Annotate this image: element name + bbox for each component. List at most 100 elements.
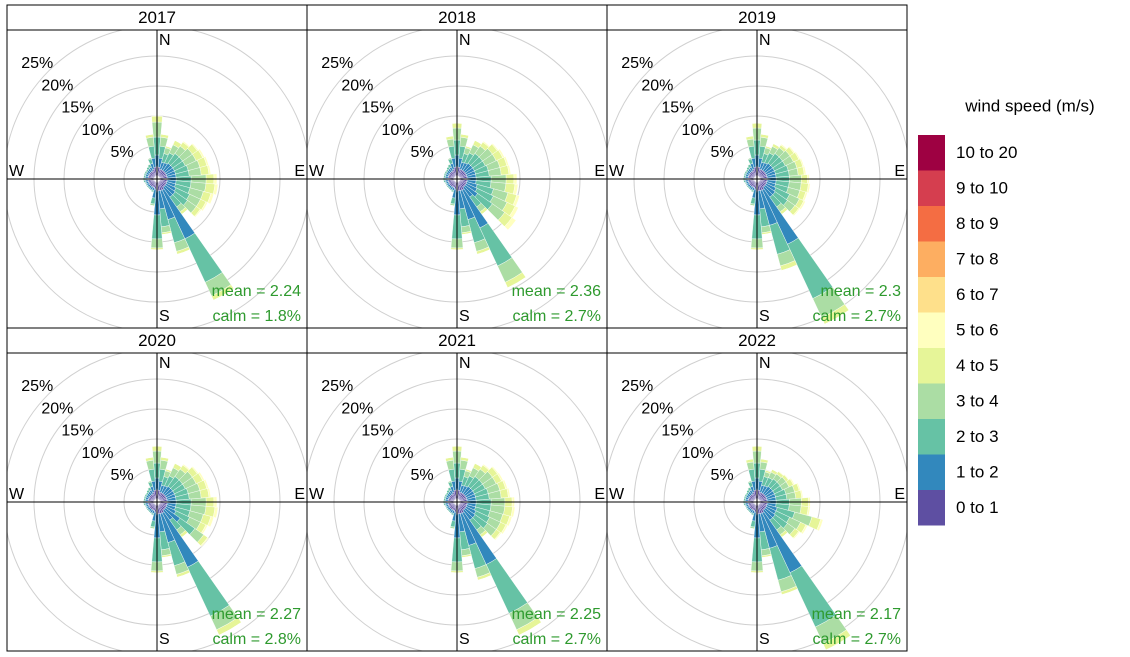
mean-label: mean = 2.3 [821, 283, 902, 300]
compass-label: E [294, 486, 305, 503]
wedge [759, 136, 769, 148]
mean-label: mean = 2.25 [512, 606, 602, 623]
legend-label: 3 to 4 [956, 392, 999, 411]
r-tick-label: 15% [661, 423, 693, 440]
legend-label: 9 to 10 [956, 179, 1008, 198]
wedge [212, 506, 219, 519]
legend-label: 0 to 1 [956, 498, 999, 517]
wedge [798, 200, 806, 210]
wedge [792, 207, 801, 217]
r-tick-label: 25% [321, 378, 353, 395]
wedge [781, 588, 798, 595]
panel-plot [7, 353, 307, 651]
legend-label: 7 to 8 [956, 250, 999, 269]
wedge [177, 572, 191, 578]
compass-label: S [759, 631, 770, 648]
legend-swatch [918, 383, 945, 419]
panel-plot [307, 353, 607, 651]
wedge [149, 189, 152, 192]
compass-label: S [159, 308, 170, 325]
r-tick-label: 25% [621, 378, 653, 395]
r-tick-label: 5% [110, 144, 133, 161]
wedge [459, 136, 469, 148]
r-tick-label: 15% [61, 100, 93, 117]
compass-label: N [759, 355, 771, 372]
wedge [149, 512, 152, 515]
compass-label: S [459, 631, 470, 648]
r-tick-label: 5% [710, 467, 733, 484]
legend-swatch [918, 454, 945, 490]
wedge [145, 136, 155, 148]
r-tick-label: 5% [410, 467, 433, 484]
wedge [510, 506, 516, 518]
calm-label: calm = 2.7% [813, 308, 901, 325]
wedge [219, 622, 242, 636]
wedge [504, 217, 517, 231]
calm-label: calm = 2.7% [813, 631, 901, 648]
wedge [800, 524, 808, 535]
wedge [751, 191, 754, 193]
r-tick-label: 5% [710, 144, 733, 161]
panel-strip [306, 327, 608, 354]
r-tick-label: 15% [361, 100, 393, 117]
wedge [759, 461, 768, 471]
wedge [750, 197, 756, 205]
wedge [148, 145, 156, 159]
compass-label: E [594, 163, 605, 180]
compass-label: N [159, 32, 171, 49]
wedge [748, 145, 756, 159]
wedge [445, 459, 455, 471]
wedge [485, 558, 528, 614]
wedge [200, 201, 208, 212]
legend-swatch [918, 277, 945, 313]
r-tick-label: 15% [661, 100, 693, 117]
r-tick-label: 10% [381, 445, 413, 462]
wedge [151, 191, 154, 193]
wedge [749, 189, 752, 192]
legend-label: 5 to 6 [956, 321, 999, 340]
r-tick-label: 20% [641, 77, 673, 94]
r-tick-label: 5% [410, 144, 433, 161]
panel-title: 2022 [738, 331, 776, 350]
r-tick-label: 25% [621, 55, 653, 72]
compass-label: W [609, 163, 625, 180]
r-tick-label: 10% [81, 445, 113, 462]
wedge [494, 532, 502, 541]
compass-label: N [459, 355, 471, 372]
wedge [184, 232, 223, 283]
panel-plot [607, 353, 907, 651]
legend-swatch [918, 348, 945, 384]
panel-strip [606, 4, 908, 31]
wedge [148, 468, 156, 482]
legend-title: wind speed (m/s) [964, 96, 1094, 115]
compass-label: E [894, 486, 905, 503]
r-tick-label: 15% [361, 423, 393, 440]
wedge [151, 514, 154, 516]
wedge [749, 527, 755, 530]
wedge [748, 468, 756, 482]
mean-label: mean = 2.27 [212, 606, 302, 623]
compass-label: S [759, 308, 770, 325]
wedge [792, 530, 801, 540]
wedge [751, 514, 754, 516]
legend-swatch [918, 135, 945, 171]
r-tick-label: 10% [81, 122, 113, 139]
wedge [449, 512, 452, 515]
r-tick-label: 10% [681, 445, 713, 462]
r-tick-label: 5% [110, 467, 133, 484]
legend-label: 10 to 20 [956, 143, 1017, 162]
wedge [194, 209, 202, 218]
legend-label: 6 to 7 [956, 285, 999, 304]
panel-title: 2021 [438, 331, 476, 350]
legend-swatch [918, 206, 945, 242]
wedge [449, 204, 455, 207]
compass-label: N [459, 32, 471, 49]
panel-plot [7, 30, 307, 328]
wedge [749, 204, 755, 207]
wedge [450, 520, 456, 528]
calm-label: calm = 2.8% [213, 631, 301, 648]
compass-label: W [9, 486, 25, 503]
wedge [145, 459, 155, 471]
